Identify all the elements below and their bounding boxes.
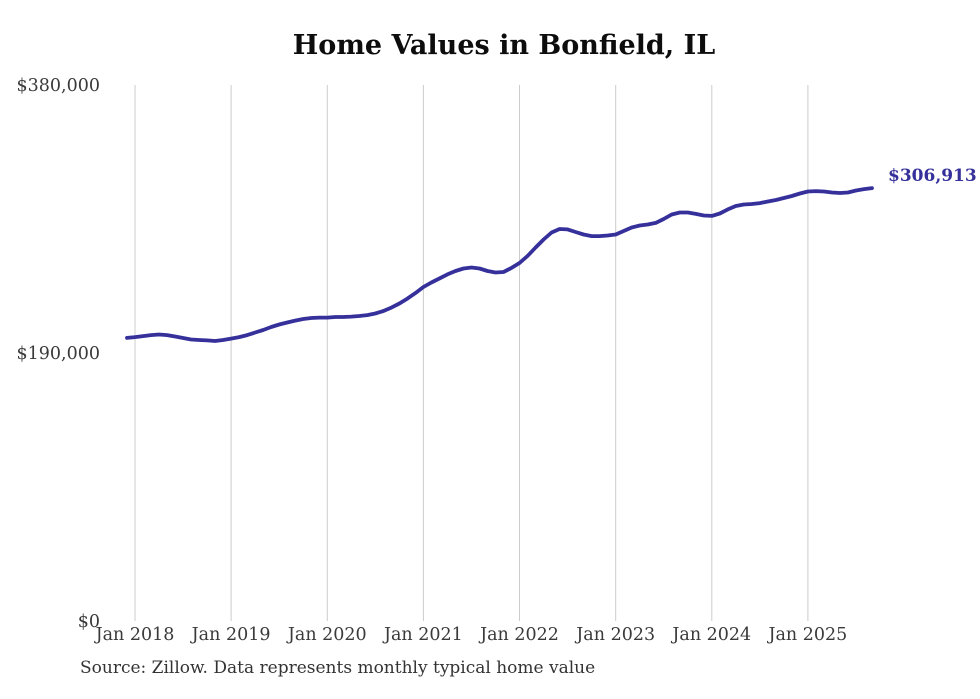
x-tick-label: Jan 2021 (382, 625, 463, 645)
x-tick-label: Jan 2024 (670, 625, 751, 645)
y-tick-label: $380,000 (16, 76, 100, 96)
x-tick-label: Jan 2018 (94, 625, 175, 645)
source-note: Source: Zillow. Data represents monthly … (80, 658, 596, 678)
x-tick-label: Jan 2022 (478, 625, 559, 645)
x-tick-label: Jan 2025 (766, 625, 847, 645)
current-value-label: $306,913 (888, 166, 977, 186)
y-tick-label: $0 (78, 612, 100, 632)
x-tick-label: Jan 2023 (574, 625, 655, 645)
x-tick-label: Jan 2019 (190, 625, 271, 645)
x-tick-label: Jan 2020 (286, 625, 367, 645)
home-value-line (125, 186, 874, 343)
chart-title: Home Values in Bonfield, IL (292, 30, 716, 61)
y-tick-label: $190,000 (16, 344, 100, 364)
